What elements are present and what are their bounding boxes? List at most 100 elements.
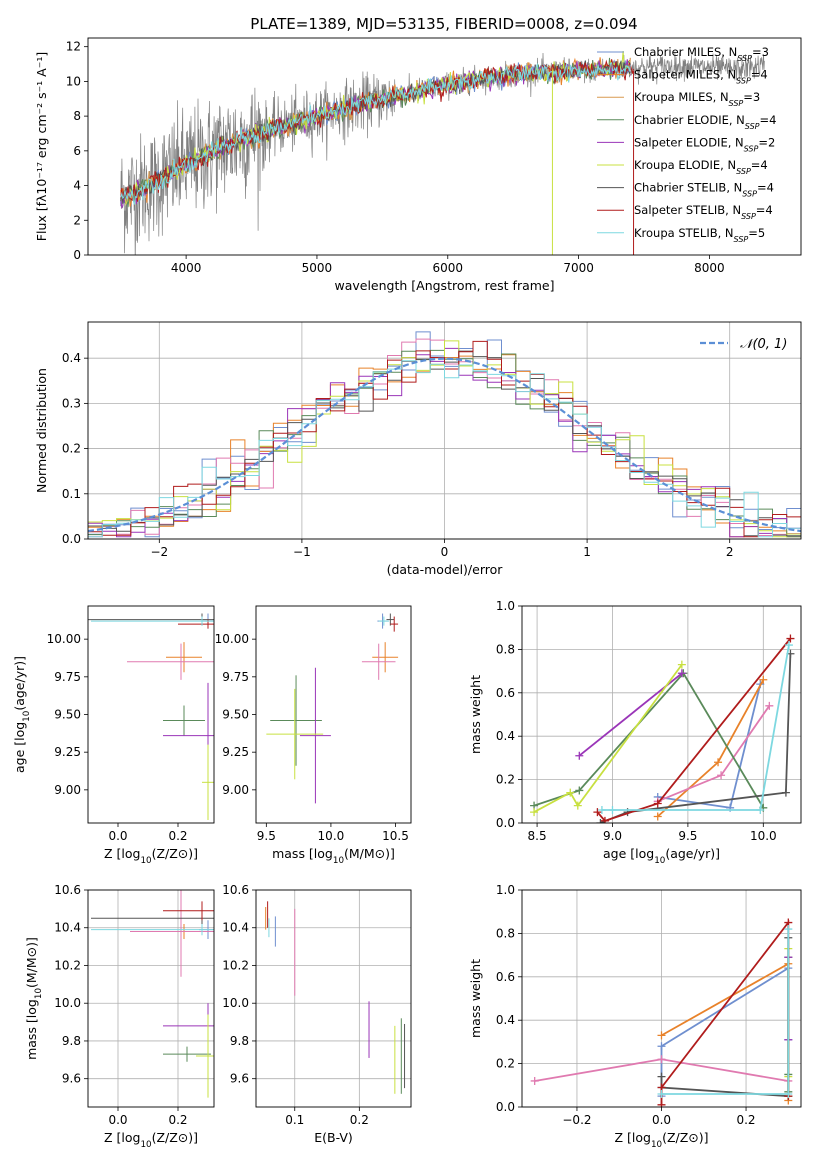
x-tick-label: 6000 [432, 261, 463, 275]
axes-frame [255, 605, 412, 824]
x-tick-label: 0.0 [108, 829, 127, 843]
weight-line [657, 679, 765, 818]
legend-label: Kroupa MILES, NSSP=3 [634, 90, 760, 108]
y-tick-label: 0.0 [496, 816, 515, 830]
weight-marker [575, 786, 584, 795]
axes-frame [87, 889, 215, 1108]
legend-label: Chabrier ELODIE, NSSP=4 [634, 113, 776, 131]
x-tick-label: 0.1 [285, 1113, 304, 1127]
residual-histogram [88, 340, 801, 538]
y-tick-label: 9.8 [62, 1034, 81, 1048]
y-axis-label: mass [log10(M/M⊙)] [24, 937, 44, 1060]
y-tick-label: 1.0 [496, 599, 515, 613]
axes-age_vs_Z: 0.0 0.2 9.00 9.25 9.50 9.75 10.00 Z [log10(Z/Z⊙… [12, 605, 215, 866]
weight-marker [784, 1089, 793, 1098]
x-tick-label: 0.2 [168, 829, 187, 843]
legend-label-gauss: 𝒩(0, 1) [740, 337, 787, 352]
plot-area [88, 613, 214, 820]
x-axis-label: age [log10(age/yr)] [603, 846, 720, 866]
axes-weight_vs_Z: −0.2 0.0 0.2 0.0 0.2 0.4 0.6 0.8 1.0 Z [log10(Z/Z… [468, 883, 802, 1150]
axes-age_vs_mass: 9.5 10.0 10.5 9.00 9.25 9.50 9.75 10.00 mass [lo… [215, 605, 412, 866]
y-tick-label: 12 [66, 40, 81, 54]
y-axis-label: mass weight [468, 675, 483, 754]
weight-marker [530, 808, 539, 817]
weight-marker [593, 808, 602, 817]
weight-marker [657, 1031, 666, 1040]
axes-spectrum: 4000 5000 6000 7000 8000 0 2 4 6 8 10 12 wavelength … [34, 37, 802, 293]
plot-area [88, 331, 801, 538]
x-tick-label: 0.2 [168, 1113, 187, 1127]
y-tick-label: 9.75 [222, 670, 249, 684]
plot-area [91, 890, 214, 1098]
x-tick-label: 9.5 [678, 829, 697, 843]
legend-label: Salpeter STELIB, NSSP=4 [634, 203, 773, 221]
axes-frame [87, 605, 215, 824]
y-axis-label: mass weight [468, 959, 483, 1038]
weight-marker [653, 812, 662, 821]
y-tick-label: 0.0 [62, 532, 81, 546]
y-tick-label: 8 [73, 109, 81, 123]
x-tick-label: −2 [150, 545, 168, 559]
y-tick-label: 0.6 [496, 686, 515, 700]
x-tick-label: 0.0 [652, 1113, 671, 1127]
legend-label: Salpeter MILES, NSSP=4 [634, 68, 768, 86]
x-tick-label: 4000 [171, 261, 202, 275]
y-tick-label: 10.6 [222, 883, 249, 897]
x-tick-label: 1 [583, 545, 591, 559]
y-tick-label: 9.75 [54, 670, 81, 684]
axes-frame [521, 889, 802, 1108]
gaussian-curve [88, 357, 801, 533]
weight-line [660, 937, 790, 1098]
x-tick-label: 5000 [302, 261, 333, 275]
x-tick-label: 10.5 [382, 829, 409, 843]
y-tick-label: 0.2 [496, 773, 515, 787]
x-axis-label: (data-model)/error [387, 562, 504, 577]
x-tick-label: 10.0 [318, 829, 345, 843]
x-axis-label: Z [log10(Z/Z⊙)] [104, 1130, 198, 1150]
axes-frame [87, 321, 802, 540]
residual-histogram [88, 360, 801, 538]
y-tick-label: 10 [66, 74, 81, 88]
y-tick-label: 2 [73, 213, 81, 227]
y-tick-label: 0 [73, 248, 81, 262]
y-tick-label: 9.8 [230, 1034, 249, 1048]
weight-line [596, 637, 792, 822]
figure-title: PLATE=1389, MJD=53135, FIBERID=0008, z=0… [250, 15, 637, 33]
weight-marker [717, 771, 726, 780]
y-tick-label: 10.0 [54, 996, 81, 1010]
x-axis-label: wavelength [Angstrom, rest frame] [334, 278, 554, 293]
y-tick-label: 0.3 [62, 396, 81, 410]
x-tick-label: 8.5 [528, 829, 547, 843]
weight-line [657, 705, 771, 803]
axes-mass_vs_EBV: 0.1 0.2 9.6 9.8 10.0 10.2 10.4 10.6 E(B-V) [222, 883, 412, 1145]
y-tick-label: 9.6 [62, 1072, 81, 1086]
plot-area [530, 918, 793, 1107]
y-tick-label: 10.0 [222, 996, 249, 1010]
y-tick-label: 9.25 [54, 745, 81, 759]
y-tick-label: 0.4 [62, 351, 81, 365]
y-axis-label: age [log10(age/yr)] [12, 656, 32, 773]
y-tick-label: 9.00 [222, 783, 249, 797]
x-tick-label: 10.0 [750, 829, 777, 843]
y-tick-label: 9.00 [54, 783, 81, 797]
y-tick-label: 4 [73, 179, 81, 193]
y-tick-label: 10.2 [54, 958, 81, 972]
weight-line [657, 683, 762, 809]
weight-marker [573, 801, 582, 810]
axes-mass_vs_Z: 0.0 0.2 9.6 9.8 10.0 10.2 10.4 10.6 Z [log10(Z/Z… [24, 883, 215, 1150]
y-tick-label: 10.00 [215, 632, 249, 646]
y-tick-label: 6 [73, 144, 81, 158]
axes-frame [521, 605, 802, 824]
y-tick-label: 9.25 [222, 745, 249, 759]
y-tick-label: 0.8 [496, 926, 515, 940]
weight-marker [596, 819, 605, 823]
x-axis-label: Z [log10(Z/Z⊙)] [104, 846, 198, 866]
weight-marker [597, 805, 606, 814]
x-tick-label: 0.0 [108, 1113, 127, 1127]
y-tick-label: 10.6 [54, 883, 81, 897]
weight-marker [677, 660, 686, 669]
weight-marker [657, 1072, 666, 1081]
axes-residuals: −2 −1 0 1 2 0.0 0.1 0.2 0.3 0.4 (data-model)/error… [34, 321, 802, 577]
y-tick-label: 0.2 [62, 442, 81, 456]
y-tick-label: 10.4 [222, 921, 249, 935]
